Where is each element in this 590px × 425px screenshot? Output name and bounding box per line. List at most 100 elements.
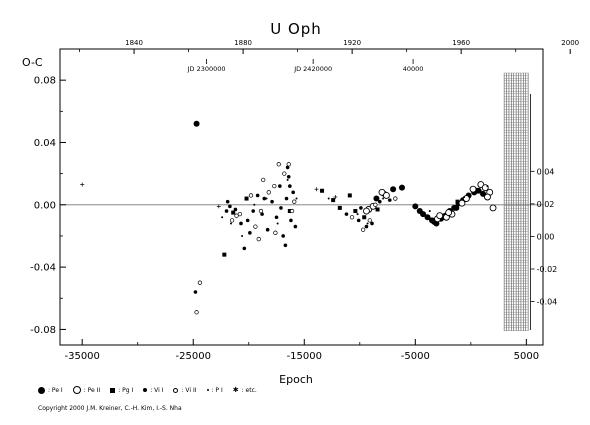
- point-vi2: [197, 280, 203, 285]
- point-vi1: [356, 218, 361, 223]
- point-vi2: [286, 162, 291, 167]
- y-tick-label: 0.00: [34, 200, 56, 211]
- legend-item-pg1: : Pg I: [110, 386, 133, 394]
- point-pg1: [231, 210, 236, 215]
- point-p1: [295, 197, 298, 200]
- small-open-circle-icon: [173, 387, 179, 393]
- legend-item-etc: ✱ : etc.: [233, 386, 257, 394]
- year-label: 2000: [561, 39, 579, 47]
- point-vi1: [278, 184, 282, 188]
- point-pe1: [412, 203, 419, 210]
- point-pe1: [416, 208, 423, 215]
- legend-item-pe2: : Pe II: [72, 386, 101, 394]
- point-vi1: [281, 234, 285, 238]
- point-vi1: [370, 221, 374, 226]
- jd-label: 40000: [403, 65, 424, 73]
- point-vi1: [262, 196, 267, 201]
- point-pe2: [363, 207, 370, 215]
- x-tick-label: 5000: [514, 351, 539, 362]
- point-vi2: [234, 213, 239, 218]
- point-pg1: [244, 196, 249, 201]
- legend-label: : Pg I: [118, 386, 134, 394]
- point-vi1: [359, 206, 363, 210]
- point-vi1: [228, 204, 232, 209]
- jd-label: JD 2420000: [293, 65, 332, 73]
- point-vi2: [289, 208, 295, 214]
- y-axis: -0.08 -0.04 0.00 0.04 0.08: [30, 76, 66, 336]
- point-pe2: [445, 209, 453, 217]
- point-pe1: [193, 120, 200, 127]
- point-pe2: [382, 191, 390, 199]
- point-vi1: [286, 174, 291, 179]
- point-p1: [463, 196, 466, 198]
- point-pg1: [353, 209, 358, 214]
- jd-label: JD 2300000: [187, 65, 226, 73]
- point-p1: [241, 234, 244, 237]
- point-vi1: [265, 227, 270, 232]
- legend-label: : Pe I: [48, 386, 63, 394]
- point-vi2: [256, 236, 261, 242]
- point-pg1: [337, 205, 342, 210]
- point-p1: [221, 216, 224, 219]
- point-p1: [229, 222, 232, 225]
- point-pe2: [458, 199, 466, 207]
- legend-label: : Pe II: [83, 386, 101, 394]
- point-p1: [428, 210, 431, 213]
- legend-item-vi1: : Vi I: [143, 386, 163, 394]
- legend: : Pe I : Pe II : Pg I : Vi I : Vi II : P…: [38, 386, 267, 394]
- y-tick-label: -0.04: [30, 263, 56, 274]
- point-p1: [486, 185, 489, 188]
- point-vi1: [289, 218, 293, 223]
- point-vi1: [285, 165, 290, 170]
- point-vi1: [255, 193, 260, 198]
- x-axis: -35000 -25000 -15000 -5000 5000: [64, 339, 539, 362]
- point-pg1: [375, 207, 380, 212]
- right-tick-label: 0.02: [537, 200, 555, 209]
- year-label: 1880: [234, 39, 252, 47]
- frame-rect: [59, 48, 544, 346]
- point-vi1: [245, 218, 250, 223]
- point-vi2: [248, 193, 254, 198]
- year-label: 1960: [452, 39, 470, 47]
- point-p1: [356, 213, 359, 216]
- point-vi1: [224, 209, 229, 213]
- right-axis: -0.04 -0.02 0.00 0.02 0.04: [530, 94, 558, 330]
- point-pe1: [453, 204, 460, 211]
- point-vi1: [291, 190, 295, 195]
- point-p1: [382, 197, 385, 200]
- small-filled-circle-icon: [143, 388, 148, 392]
- point-vi1: [242, 246, 247, 251]
- x-tick-label: -5000: [401, 351, 430, 362]
- chart-title: U Oph: [270, 20, 322, 38]
- point-pe2: [489, 204, 497, 212]
- copyright-notice: Copyright 2000 J.M. Kreiner, C.-H. Kim, …: [38, 405, 182, 412]
- point-vi1: [239, 221, 243, 226]
- point-vi1: [193, 290, 198, 294]
- right-tick-label: -0.04: [537, 298, 558, 307]
- legend-item-p1: : P I: [206, 386, 223, 394]
- point-p1: [265, 197, 268, 200]
- year-label: 1920: [343, 39, 361, 47]
- point-pg1: [222, 252, 227, 257]
- legend-label: : Vi I: [150, 386, 164, 394]
- point-pe1: [424, 214, 431, 221]
- point-vi2: [373, 202, 378, 207]
- y-axis-label: O-C: [22, 56, 43, 69]
- x-tick-label: -15000: [287, 351, 322, 362]
- star-icon: ✱: [232, 386, 239, 394]
- point-vi2: [253, 224, 258, 229]
- point-pg1: [331, 198, 336, 203]
- point-pg1: [287, 209, 292, 214]
- right-tick-label: 0.04: [537, 167, 555, 176]
- point-vi1: [260, 212, 264, 216]
- year-label: 1840: [125, 39, 143, 47]
- legend-item-pe1: : Pe I: [38, 386, 63, 394]
- point-vi1: [251, 209, 255, 213]
- x-axis-label: Epoch: [279, 373, 313, 386]
- point-vi2: [273, 230, 278, 235]
- legend-label: : P I: [211, 386, 223, 394]
- point-vi2: [276, 162, 281, 167]
- point-vi2: [272, 183, 277, 189]
- point-p1: [366, 222, 369, 225]
